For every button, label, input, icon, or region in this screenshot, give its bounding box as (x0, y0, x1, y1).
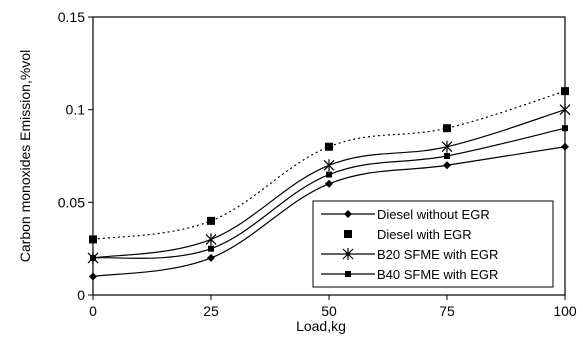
legend-label-1: Diesel without EGR (377, 207, 490, 222)
series-2-point (561, 87, 569, 96)
x-tick-label: 75 (439, 303, 455, 319)
y-tick-label: 0.15 (58, 9, 85, 25)
legend-label-3: B20 SFME with EGR (377, 247, 498, 262)
series-1-point (89, 272, 97, 281)
x-axis-title: Load,kg (296, 318, 346, 334)
series-4-point (562, 125, 568, 132)
series-1-point (207, 253, 215, 262)
legend-marker-3 (342, 248, 354, 260)
legend-label-4: B40 SFME with EGR (377, 267, 498, 282)
series-2-point (207, 216, 215, 225)
legend-marker-4 (345, 271, 351, 277)
series-3-point (559, 103, 571, 116)
series-1-point (325, 179, 333, 188)
series-4-point (444, 153, 450, 159)
y-tick-label: 0.05 (58, 194, 85, 210)
series-4-point (90, 254, 96, 261)
legend-box (312, 200, 554, 288)
y-axis-title: Carbon monoxides Emission,%vol (17, 50, 33, 262)
series-2-point (89, 235, 97, 244)
legend-marker-2 (344, 230, 352, 238)
legend-marker-1 (344, 210, 352, 218)
series-3-point (323, 159, 335, 172)
series-4-point (208, 245, 214, 252)
y-tick-label: 0 (77, 287, 85, 303)
x-tick-label: 0 (89, 303, 97, 319)
series-2-point (443, 124, 451, 133)
series-3-point (441, 140, 453, 153)
series-3-point (205, 233, 217, 246)
x-tick-label: 25 (203, 303, 219, 319)
series-1-point (561, 142, 569, 151)
series-4-point (326, 171, 332, 178)
series-1-point (443, 161, 451, 170)
y-tick-label: 0.1 (66, 102, 86, 118)
x-tick-label: 50 (321, 303, 337, 319)
x-tick-label: 100 (553, 303, 577, 319)
legend-label-2: Diesel with EGR (377, 227, 472, 242)
series-2-point (325, 142, 333, 151)
series-line-2 (92, 90, 566, 240)
